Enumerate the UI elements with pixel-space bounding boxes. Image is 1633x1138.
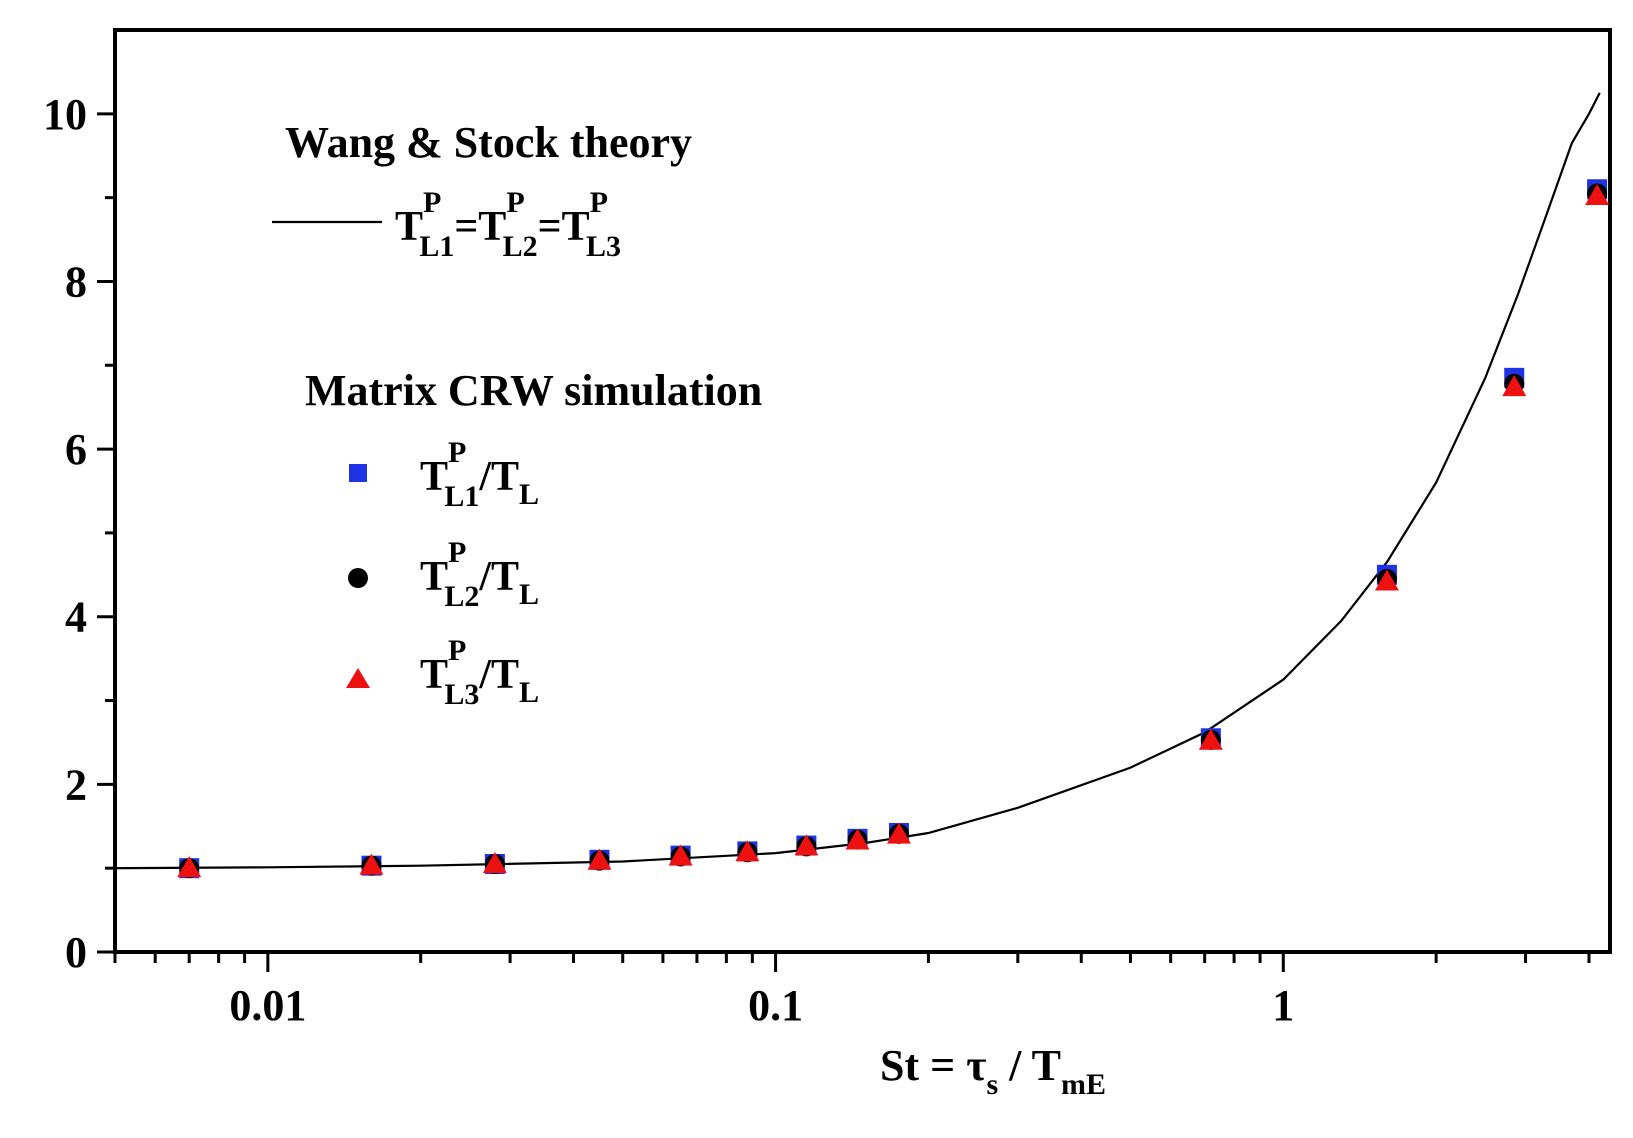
legend-square-marker	[349, 464, 367, 482]
data-point-triangle	[1502, 375, 1527, 397]
x-axis-label: St = τs / TmE	[880, 1041, 1106, 1101]
data-point-triangle	[845, 828, 870, 850]
legend-triangle-marker	[346, 668, 370, 688]
data-point-triangle	[794, 834, 819, 856]
data-point-triangle	[886, 822, 911, 844]
y-tick-label: 6	[65, 425, 87, 474]
data-point-triangle	[1198, 728, 1223, 750]
legend-theory-label: TP L1=TP L2=TP L3	[395, 186, 621, 263]
theory-curve	[114, 92, 1601, 870]
data-point-triangle	[359, 853, 384, 875]
y-tick-label: 8	[65, 257, 87, 306]
data-point-triangle	[735, 840, 760, 862]
axis-tick-labels: 0 2 4 6 8 10 0.01 0.1 1	[43, 90, 1294, 1030]
data-point-triangle	[482, 851, 507, 873]
x-tick-label: 0.01	[229, 981, 306, 1030]
data-point-triangle	[1374, 569, 1399, 591]
legend-theory-title: Wang & Stock theory	[285, 118, 692, 167]
legend-sim-title: Matrix CRW simulation	[305, 366, 762, 415]
legend-series-2-label: TP L2/TL	[420, 536, 539, 613]
legend-series-3-label: TP L3/TL	[420, 634, 539, 711]
data-point-triangle	[177, 856, 202, 878]
plot-frame	[113, 28, 1612, 954]
legend-circle-marker	[348, 568, 368, 588]
x-tick-label: 0.1	[748, 981, 803, 1030]
y-tick-label: 10	[43, 90, 87, 139]
data-point-triangle	[668, 844, 693, 866]
x-tick-label: 1	[1272, 981, 1294, 1030]
data-point-triangle	[1585, 183, 1610, 205]
data-markers	[177, 179, 1610, 879]
y-tick-label: 0	[65, 928, 87, 977]
y-tick-label: 4	[65, 593, 87, 642]
axis-ticks	[97, 112, 1591, 972]
legend-series-1-label: TP L1/TL	[420, 436, 539, 513]
y-tick-label: 2	[65, 760, 87, 809]
data-point-triangle	[587, 848, 612, 870]
